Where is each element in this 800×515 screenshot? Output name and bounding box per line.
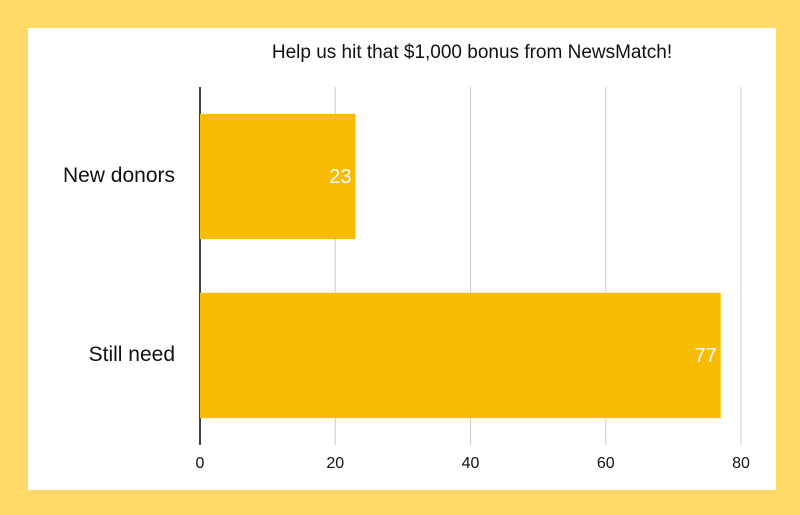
- x-tick-label: 20: [326, 455, 344, 472]
- bar: [200, 292, 721, 419]
- y-tick-label: Still need: [89, 343, 175, 366]
- bar: [200, 113, 356, 240]
- data-label: 23: [329, 166, 351, 188]
- data-label: 77: [694, 345, 716, 367]
- x-tick-label: 80: [732, 455, 750, 472]
- y-tick-label: New donors: [63, 164, 175, 187]
- x-tick-label: 0: [196, 455, 205, 472]
- chart-title: Help us hit that $1,000 bonus from NewsM…: [272, 42, 672, 63]
- panel: [28, 28, 776, 490]
- x-tick-label: 60: [597, 455, 615, 472]
- x-tick-label: 40: [462, 455, 480, 472]
